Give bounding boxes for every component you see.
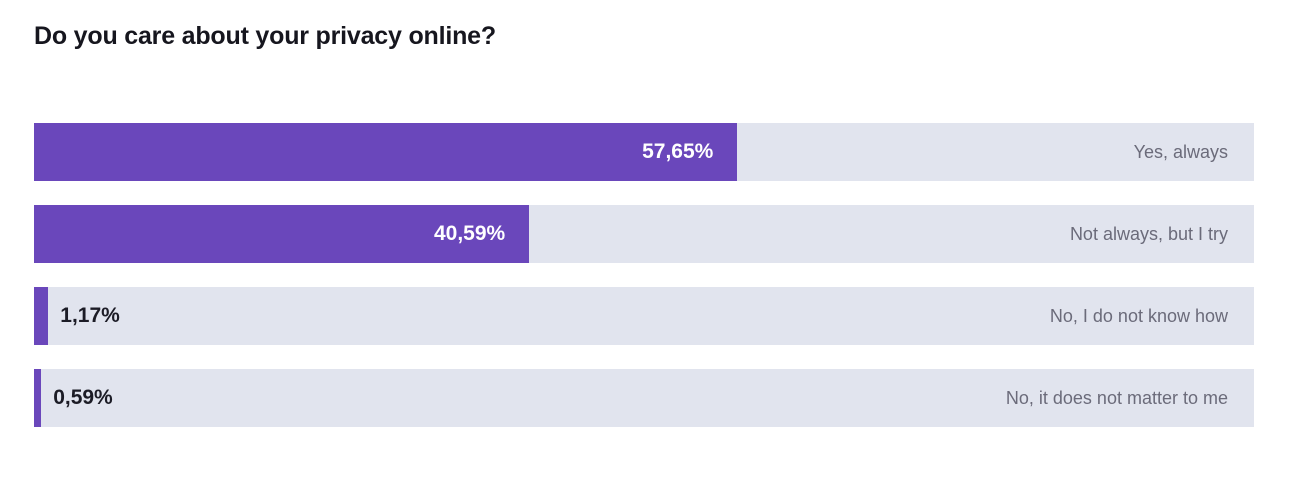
bar	[34, 287, 49, 345]
bar-track: 57,65% Yes, always	[34, 123, 1254, 181]
bar	[34, 369, 42, 427]
category-label: No, it does not matter to me	[1005, 388, 1228, 408]
data-label: 0,59%	[53, 386, 113, 409]
category-label: Yes, always	[1133, 142, 1228, 162]
bar	[34, 205, 530, 263]
chart-title: Do you care about your privacy online?	[34, 22, 496, 50]
bar-track: 0,59% No, it does not matter to me	[34, 369, 1254, 427]
bar	[34, 123, 738, 181]
data-label: 1,17%	[60, 304, 120, 327]
data-label: 40,59%	[433, 222, 506, 245]
bar-track: 40,59% Not always, but I try	[34, 205, 1254, 263]
bar-chart: 57,65% Yes, always 40,59% Not always, but I…	[34, 123, 1254, 451]
category-label: No, I do not know how	[1049, 306, 1228, 326]
bar-track: 1,17% No, I do not know how	[34, 287, 1254, 345]
data-label: 57,65%	[642, 140, 714, 163]
category-label: Not always, but I try	[1069, 224, 1228, 244]
